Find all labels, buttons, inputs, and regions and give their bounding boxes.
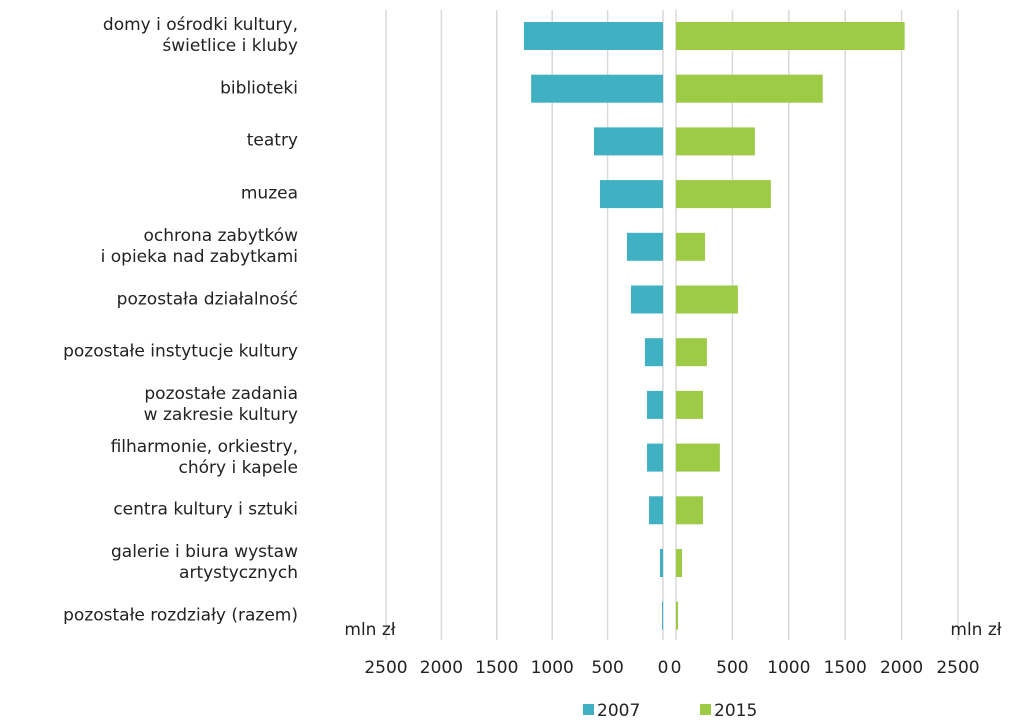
legend-label: 2015 xyxy=(714,701,757,721)
bar xyxy=(676,390,703,419)
x-tick-label: 2000 xyxy=(420,658,463,678)
bar xyxy=(676,549,682,577)
category-label: pozostałe instytucje kultury xyxy=(63,341,298,362)
x-tick-label: 1500 xyxy=(824,658,867,678)
x-tick-label: 500 xyxy=(716,658,748,678)
bar xyxy=(647,443,663,472)
bar xyxy=(644,338,663,367)
legend-swatch xyxy=(700,704,711,715)
x-tick-label: 500 xyxy=(591,658,623,678)
bar xyxy=(626,232,663,261)
bar xyxy=(599,180,663,209)
bar xyxy=(630,285,663,314)
bar xyxy=(676,443,720,472)
bar xyxy=(662,601,663,630)
category-label: pozostałe rozdziały (razem) xyxy=(63,605,298,626)
bar xyxy=(676,127,755,156)
bar xyxy=(676,601,679,630)
category-label: centra kultury i sztuki xyxy=(113,499,298,520)
x-tick-label: 0 xyxy=(671,658,682,678)
bar xyxy=(676,496,703,525)
x-tick-label: 1000 xyxy=(767,658,810,678)
legend-swatch xyxy=(583,704,594,715)
category-label: filharmonie, orkiestry, chóry i kapele xyxy=(110,436,298,478)
category-label: pozostała działalność xyxy=(116,289,298,309)
bar xyxy=(676,338,707,367)
bar xyxy=(649,496,663,525)
category-label: galerie i biura wystaw artystycznych xyxy=(111,542,298,583)
bar xyxy=(676,22,905,50)
legend-label: 2007 xyxy=(597,701,640,721)
bar xyxy=(676,74,823,103)
axis-label: mln zł xyxy=(950,620,1001,640)
x-tick-label: 1500 xyxy=(475,658,518,678)
category-label: biblioteki xyxy=(220,78,298,99)
bar xyxy=(676,180,771,209)
bar xyxy=(593,127,663,156)
category-label: muzea xyxy=(240,183,298,204)
bar xyxy=(647,390,663,419)
category-label: ochrona zabytków i opieka nad zabytkami xyxy=(100,225,298,267)
category-label: teatry xyxy=(246,130,298,151)
axis-label: mln zł xyxy=(344,620,395,640)
category-label: domy i ośrodki kultury, świetlice i klub… xyxy=(102,15,298,56)
x-tick-label: 1000 xyxy=(531,658,574,678)
x-tick-label: 0 xyxy=(658,658,669,678)
x-tick-label: 2500 xyxy=(936,658,979,678)
bar xyxy=(531,74,663,103)
x-tick-label: 2500 xyxy=(364,658,407,678)
category-label: pozostałe zadania w zakresie kultury xyxy=(143,383,298,425)
bar xyxy=(676,232,705,261)
bar xyxy=(660,549,663,577)
bar xyxy=(523,22,663,50)
bar xyxy=(676,285,738,314)
x-tick-label: 2000 xyxy=(880,658,923,678)
